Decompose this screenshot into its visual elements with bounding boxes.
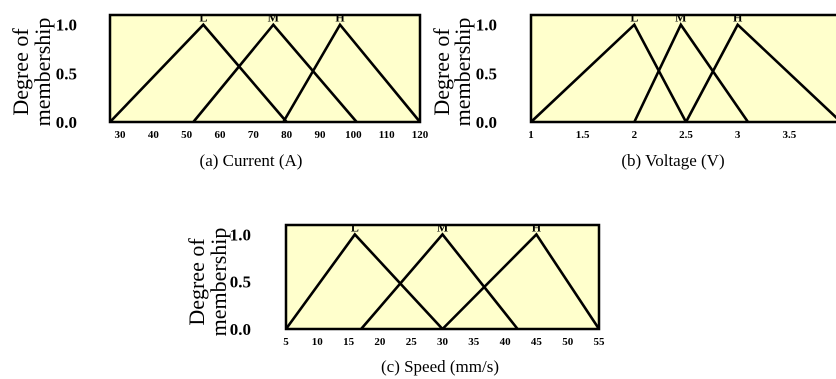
- x-tick-label: 60: [215, 129, 227, 141]
- y-tick-label: 1.0: [56, 16, 77, 35]
- x-tick-label: 110: [379, 129, 395, 141]
- y-axis-label-line: membership: [206, 228, 231, 337]
- y-tick-label: 0.5: [230, 273, 251, 292]
- y-tick-label: 0.0: [476, 113, 497, 132]
- series-label-M: M: [268, 11, 279, 25]
- x-tick-label: 55: [594, 336, 606, 348]
- series-line-L: [530, 22, 688, 123]
- plot-area: [108, 13, 422, 124]
- y-axis-label-line: membership: [450, 18, 475, 127]
- plot-area: [284, 223, 601, 331]
- chart-caption: (c) Speed (mm/s): [381, 357, 499, 376]
- x-tick-label: 20: [374, 336, 386, 348]
- series-line-M: [360, 232, 519, 330]
- y-tick-label: 1.0: [230, 225, 251, 244]
- x-tick-label: 35: [468, 336, 480, 348]
- series-label-L: L: [630, 11, 638, 25]
- series-label-H: H: [733, 11, 743, 25]
- x-tick-label: 1: [528, 129, 534, 141]
- x-tick-label: 40: [500, 336, 512, 348]
- series-line-L: [109, 22, 288, 123]
- y-tick-label: 0.5: [56, 64, 77, 83]
- series-label-H: H: [335, 11, 345, 25]
- x-tick-label: 50: [181, 129, 193, 141]
- x-tick-label: 3: [735, 129, 741, 141]
- y-axis-label-line: Degree of: [8, 28, 33, 116]
- x-tick-label: 15: [343, 336, 355, 348]
- x-tick-label: 50: [562, 336, 574, 348]
- x-tick-label: 30: [437, 336, 449, 348]
- series-label-M: M: [437, 220, 448, 234]
- x-tick-label: 25: [406, 336, 418, 348]
- series-label-H: H: [532, 220, 542, 234]
- y-tick-label: 0.0: [56, 113, 77, 132]
- series-label-M: M: [675, 11, 686, 25]
- x-tick-label: 2.5: [679, 129, 693, 141]
- x-tick-label: 2: [632, 129, 638, 141]
- x-tick-label: 40: [148, 129, 160, 141]
- series-line-M: [633, 22, 750, 123]
- series-line-H: [282, 22, 422, 123]
- x-tick-label: 120: [412, 129, 429, 141]
- x-tick-label: 1.5: [576, 129, 590, 141]
- y-axis-label-line: Degree of: [184, 238, 209, 326]
- series-line-L: [284, 232, 444, 330]
- x-tick-label: 100: [345, 129, 362, 141]
- chart-caption: (a) Current (A): [200, 151, 303, 170]
- y-axis-label-line: membership: [30, 18, 55, 127]
- series-label-L: L: [199, 11, 207, 25]
- x-tick-label: 80: [281, 129, 293, 141]
- plot-area: [529, 13, 836, 124]
- y-tick-label: 1.0: [476, 16, 497, 35]
- series-label-L: L: [351, 220, 359, 234]
- y-axis-label-line: Degree of: [429, 28, 454, 116]
- series-line-M: [192, 22, 358, 123]
- y-tick-label: 0.5: [476, 64, 497, 83]
- x-tick-label: 3.5: [782, 129, 796, 141]
- series-line-H: [441, 232, 601, 330]
- x-tick-label: 90: [315, 129, 327, 141]
- x-tick-label: 30: [115, 129, 127, 141]
- x-tick-label: 45: [531, 336, 543, 348]
- chart-caption: (b) Voltage (V): [621, 151, 724, 170]
- x-tick-label: 10: [312, 336, 324, 348]
- x-tick-label: 5: [283, 336, 289, 348]
- series-line-H: [684, 22, 836, 123]
- x-tick-label: 70: [248, 129, 260, 141]
- y-tick-label: 0.0: [230, 320, 251, 339]
